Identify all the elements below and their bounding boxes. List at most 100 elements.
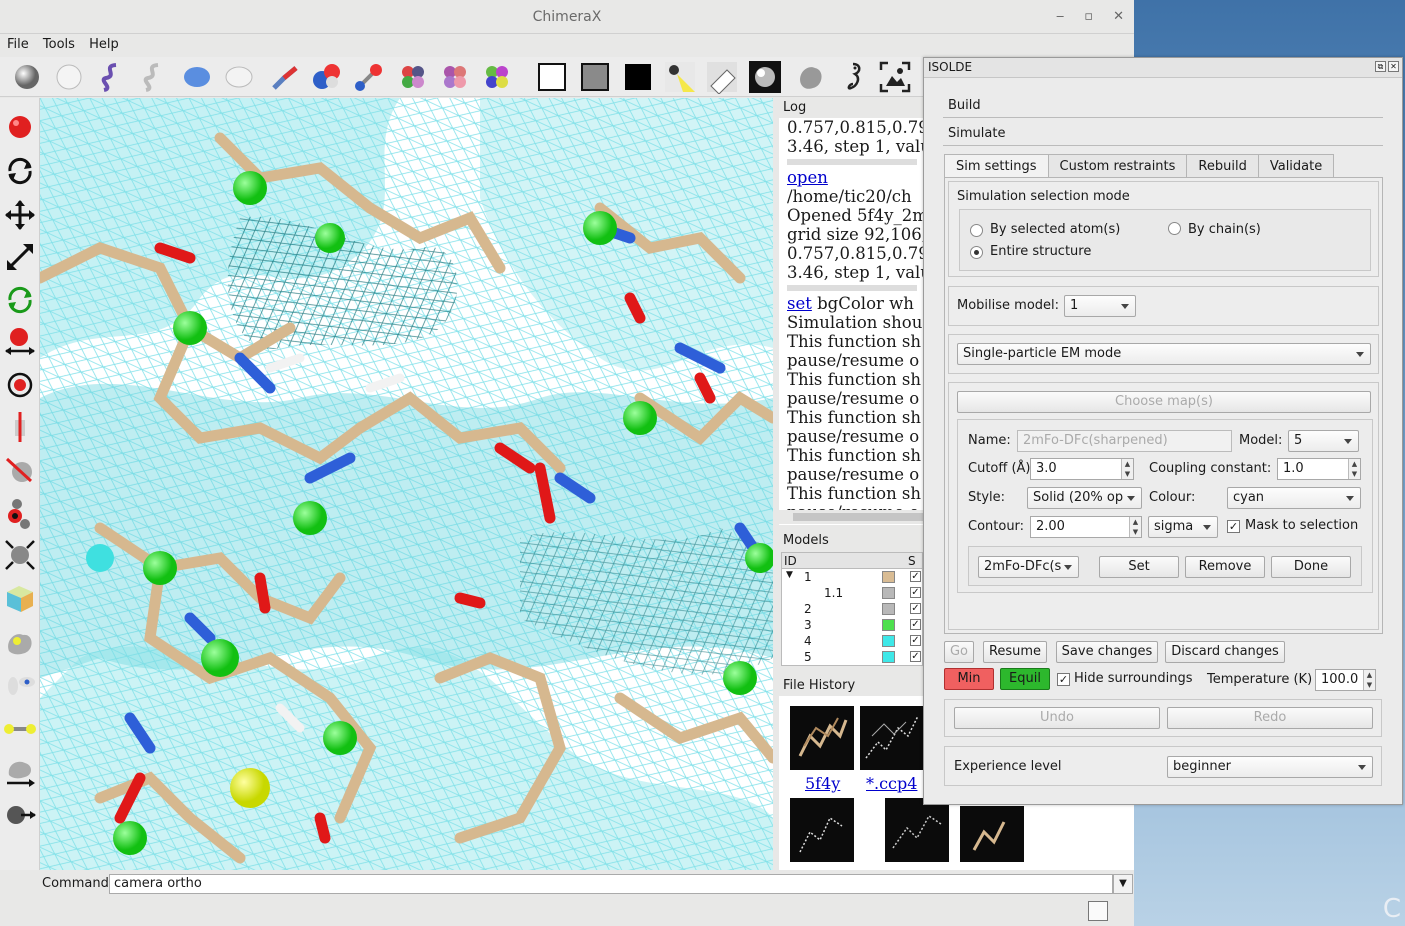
minimize-icon[interactable]: ‒ (1056, 9, 1065, 24)
move-atoms-icon[interactable] (3, 325, 37, 359)
min-button[interactable]: Min (944, 668, 994, 690)
model-color-swatch[interactable] (882, 587, 895, 599)
title-bar[interactable]: ChimeraX ‒ ▫ ✕ (0, 0, 1134, 34)
done-button[interactable]: Done (1271, 556, 1351, 578)
lighting-simple-icon[interactable] (663, 60, 697, 94)
spin-arrows-icon[interactable]: ▲ ▼ (1348, 459, 1360, 479)
tug-icon[interactable] (3, 755, 37, 789)
scrollbar-thumb[interactable] (793, 513, 923, 521)
clip-icon[interactable] (3, 410, 37, 444)
spin-arrows-icon[interactable]: ▲ ▼ (1129, 517, 1141, 537)
rotate-selected-icon[interactable] (3, 283, 37, 317)
pick-blob-icon[interactable] (3, 496, 37, 530)
coupling-spinbox[interactable]: 1.0 ▲ ▼ (1277, 458, 1361, 480)
model-row[interactable]: 5 ✓ (782, 649, 922, 665)
model-shown-checkbox[interactable]: ✓ (910, 635, 921, 646)
set-button[interactable]: Set (1099, 556, 1179, 578)
style-select[interactable]: Solid (20% op (1027, 487, 1142, 509)
model-color-swatch[interactable] (882, 651, 895, 663)
map-model-select[interactable]: 5 (1288, 430, 1359, 452)
zoom-icon[interactable] (3, 240, 37, 274)
command-history-dropdown[interactable]: ▼ (1113, 874, 1133, 894)
undo-button[interactable]: Undo (954, 707, 1160, 729)
model-color-swatch[interactable] (882, 635, 895, 647)
rotate-icon[interactable] (3, 154, 37, 188)
log-command-link[interactable]: open (787, 168, 828, 187)
section-simulate[interactable]: Simulate (943, 124, 1383, 146)
temperature-spinbox[interactable]: 100.0 ▲ ▼ (1315, 669, 1376, 691)
model-color-swatch[interactable] (882, 571, 895, 583)
eye-icon[interactable] (3, 668, 37, 702)
redo-button[interactable]: Redo (1167, 707, 1373, 729)
color-chain-icon[interactable] (480, 60, 514, 94)
sim-mode-select[interactable]: Single-particle EM mode (957, 343, 1371, 365)
lighting-soft-icon[interactable] (705, 60, 739, 94)
map-values-icon[interactable] (3, 625, 37, 659)
gray-background-icon[interactable] (578, 60, 612, 94)
surface-outline-icon[interactable] (222, 60, 256, 94)
file-thumbnail[interactable] (790, 798, 854, 862)
model-row[interactable]: 1.1 ✓ (782, 585, 922, 601)
sphere-style-icon[interactable] (10, 60, 44, 94)
by-chain-radio[interactable] (1168, 222, 1181, 235)
experience-select[interactable]: beginner (1167, 756, 1373, 778)
file-thumbnail[interactable] (790, 706, 854, 770)
model-color-swatch[interactable] (882, 603, 895, 615)
file-thumbnail[interactable] (960, 806, 1024, 862)
ribbon-outline-icon[interactable] (136, 60, 170, 94)
section-build[interactable]: Build (943, 96, 1383, 118)
molecule-viewport[interactable] (40, 98, 773, 870)
tab-sim-settings[interactable]: Sim settings (944, 154, 1049, 178)
expand-icon[interactable]: ▼ (786, 570, 793, 580)
cutoff-spinbox[interactable]: 3.0 ▲ ▼ (1030, 458, 1134, 480)
choose-maps-button[interactable]: Choose map(s) (957, 391, 1371, 413)
contour-spinbox[interactable]: 2.00 ▲ ▼ (1030, 516, 1142, 538)
ribbon-icon[interactable] (94, 60, 128, 94)
structure-graphics[interactable] (40, 98, 773, 870)
command-input[interactable]: camera ortho (109, 874, 1113, 894)
model-shown-checkbox[interactable]: ✓ (910, 603, 921, 614)
model-shown-checkbox[interactable]: ✓ (910, 587, 921, 598)
model-row[interactable]: 3 ✓ (782, 617, 922, 633)
close-icon[interactable]: ✕ (1113, 9, 1124, 24)
black-background-icon[interactable] (621, 60, 655, 94)
discard-changes-button[interactable]: Discard changes (1165, 641, 1285, 663)
contour-units-select[interactable]: sigma (1148, 516, 1218, 538)
contour-icon[interactable] (3, 453, 37, 487)
menu-help[interactable]: Help (89, 37, 119, 52)
remove-button[interactable]: Remove (1185, 556, 1265, 578)
surface-icon[interactable] (180, 60, 214, 94)
ball-style-icon[interactable] (52, 60, 86, 94)
translate-icon[interactable] (3, 198, 37, 232)
spin-arrows-icon[interactable]: ▲ ▼ (1363, 670, 1375, 690)
float-icon[interactable]: ⧉ (1375, 61, 1386, 72)
entire-structure-radio[interactable] (970, 246, 983, 259)
rotate-atoms-icon[interactable] (3, 368, 37, 402)
silhouette-icon[interactable] (793, 60, 827, 94)
bond-icon[interactable] (3, 712, 37, 746)
mask-checkbox[interactable]: ✓ (1227, 520, 1240, 533)
model-color-swatch[interactable] (882, 619, 895, 631)
map-select[interactable]: 2mFo-DFc(s (978, 556, 1079, 578)
file-thumbnail[interactable] (860, 706, 924, 770)
tab-rebuild[interactable]: Rebuild (1186, 154, 1259, 178)
colour-select[interactable]: cyan (1227, 487, 1361, 509)
isolde-title-bar[interactable]: ISOLDE ⧉ ✕ (924, 58, 1402, 78)
log-command-link[interactable]: set (787, 294, 812, 313)
tab-validate[interactable]: Validate (1257, 154, 1335, 178)
model-shown-checkbox[interactable]: ✓ (910, 651, 921, 662)
by-selected-radio[interactable] (970, 224, 983, 237)
seahorse-icon[interactable] (835, 60, 869, 94)
model-row[interactable]: 2 ✓ (782, 601, 922, 617)
map-box-icon[interactable] (3, 582, 37, 616)
resize-grip-icon[interactable] (1088, 901, 1108, 921)
model-shown-checkbox[interactable]: ✓ (910, 571, 921, 582)
model-row[interactable]: 4 ✓ (782, 633, 922, 649)
go-button[interactable]: Go (944, 641, 974, 663)
save-changes-button[interactable]: Save changes (1056, 641, 1158, 663)
map-name-field[interactable]: 2mFo-DFc(sharpened) (1017, 430, 1232, 452)
equil-button[interactable]: Equil (1000, 668, 1050, 690)
menu-tools[interactable]: Tools (42, 37, 75, 52)
log-horizontal-scrollbar[interactable] (779, 510, 925, 524)
file-history-link[interactable]: 5f4y (805, 774, 841, 793)
